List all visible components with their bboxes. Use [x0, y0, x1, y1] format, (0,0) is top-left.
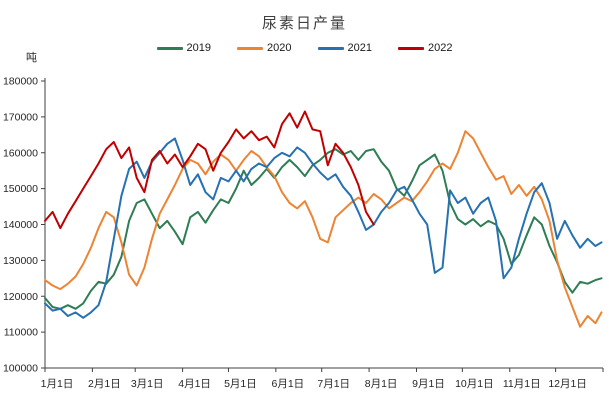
legend-item-2020: 2020: [237, 42, 292, 54]
y-axis-unit-label: 吨: [26, 52, 37, 64]
legend-swatch-2019: [156, 46, 183, 50]
x-tick-label: 9月1日: [412, 378, 445, 390]
legend-swatch-2020: [237, 46, 264, 50]
chart-title: 尿素日产量: [261, 15, 347, 32]
legend-swatch-2022: [397, 46, 424, 50]
legend-label-2019: 2019: [186, 42, 212, 54]
y-tick-label: 140000: [3, 219, 38, 231]
y-tick-label: 180000: [3, 76, 38, 88]
legend-label-2020: 2020: [267, 42, 292, 54]
x-tick-label: 11月1日: [503, 378, 541, 390]
x-tick-label: 8月1日: [365, 378, 398, 390]
series-line-2022: [44, 110, 375, 230]
y-tick-label: 130000: [3, 255, 38, 267]
series-line-2020: [44, 130, 603, 328]
legend-swatch-2021: [317, 46, 344, 50]
legend-label-2022: 2022: [427, 42, 453, 54]
series-line-2021: [44, 137, 603, 319]
x-tick-label: 5月1日: [224, 378, 257, 390]
y-tick-label: 120000: [3, 291, 38, 303]
y-tick-label: 150000: [3, 183, 38, 195]
x-tick-label: 4月1日: [178, 378, 211, 390]
chart-legend: 2019 2020 2021 2022: [0, 42, 609, 54]
x-tick-label: 1月1日: [41, 378, 74, 390]
x-tick-label: 3月1日: [131, 378, 164, 390]
y-tick-label: 160000: [3, 147, 38, 159]
legend-item-2022: 2022: [397, 42, 453, 54]
x-tick-label: 6月1日: [272, 378, 305, 390]
legend-label-2021: 2021: [347, 42, 372, 54]
x-tick-label: 2月1日: [88, 378, 121, 390]
x-tick-label: 10月1日: [455, 378, 494, 390]
x-tick-label: 7月1日: [317, 378, 350, 390]
legend-item-2019: 2019: [156, 42, 212, 54]
x-tick-label: 12月1日: [548, 378, 587, 390]
legend-item-2021: 2021: [317, 42, 372, 54]
y-tick-label: 110000: [4, 327, 38, 339]
y-tick-label: 100000: [3, 363, 38, 375]
series-line-2019: [44, 148, 603, 310]
y-tick-label: 170000: [3, 111, 38, 123]
